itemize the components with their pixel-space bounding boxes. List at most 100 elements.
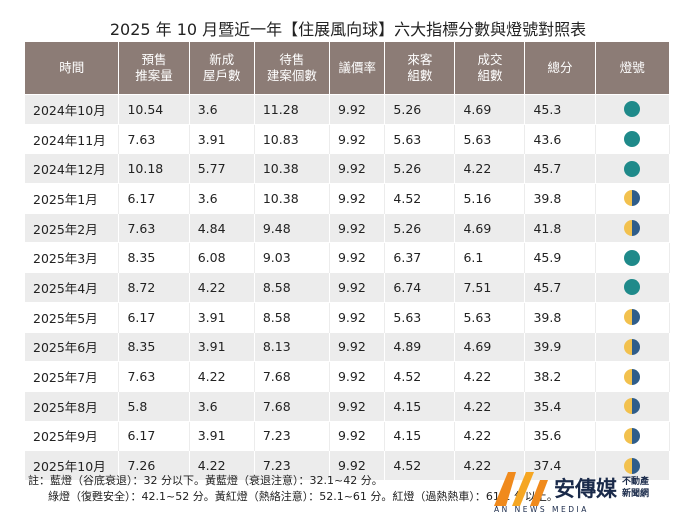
cell: 4.22 (454, 420, 526, 451)
cell: 5.63 (384, 301, 456, 332)
table-row: 2025年8月 5.8 3.6 7.68 9.92 4.15 4.22 35.4 (25, 390, 671, 422)
cell: 2024年11月 (25, 123, 120, 154)
cell: 4.22 (454, 390, 526, 422)
cell: 5.63 (454, 123, 526, 154)
cell: 4.52 (384, 183, 456, 214)
cell: 9.03 (254, 242, 330, 273)
cell: 2024年10月 (25, 94, 120, 125)
cell: 4.52 (384, 450, 456, 480)
header-cell: 成交 組數 (454, 42, 526, 95)
lamp-cell (595, 301, 671, 332)
cell: 9.92 (329, 331, 386, 362)
cell: 4.69 (454, 331, 526, 362)
lamp (624, 220, 641, 237)
lamp-circle (624, 249, 641, 266)
logo-name: 安傳媒 (554, 477, 618, 501)
table-row: 2024年12月 10.18 5.77 10.38 9.92 5.26 4.22 45.7 (25, 153, 671, 184)
cell: 5.77 (189, 153, 255, 184)
lamp-half (632, 190, 641, 207)
cell: 45.9 (524, 242, 596, 273)
lamp-half (624, 338, 633, 355)
score-table: 時間 預售 推案量 新成 屋戶數 待售 建案個數 議價率 來客 組數 成交 組數 總分 燈號 20… (25, 42, 671, 480)
cell: 5.26 (384, 153, 456, 184)
cell: 10.83 (254, 123, 330, 154)
lamp (624, 457, 641, 474)
cell: 2025年6月 (25, 331, 120, 362)
cell: 4.22 (454, 153, 526, 184)
lamp-cell (595, 331, 671, 362)
lamp-half (624, 368, 633, 385)
cell: 10.38 (254, 183, 330, 214)
cell: 2024年12月 (25, 153, 120, 184)
cell: 9.92 (329, 183, 386, 214)
lamp-circle (624, 101, 641, 118)
cell: 39.8 (524, 301, 596, 332)
lamp-half (632, 368, 641, 385)
cell: 6.17 (118, 301, 190, 332)
cell: 45.7 (524, 272, 596, 303)
header-cell: 時間 (25, 42, 120, 95)
cell: 2025年7月 (25, 361, 120, 392)
logo-tag: 新聞網 (622, 487, 649, 499)
cell: 8.35 (118, 331, 190, 362)
lamp-half (624, 457, 633, 474)
table-row: 2025年2月 7.63 4.84 9.48 9.92 5.26 4.69 41.8 (25, 212, 671, 243)
cell: 4.15 (384, 390, 456, 422)
cell: 7.51 (454, 272, 526, 303)
lamp (624, 160, 641, 177)
cell: 4.52 (384, 361, 456, 392)
table-row: 2025年10月 7.26 4.22 7.23 9.92 4.52 4.22 37.4 (25, 450, 671, 480)
cell: 3.6 (189, 94, 255, 125)
cell: 5.8 (118, 390, 190, 422)
cell: 2025年9月 (25, 420, 120, 451)
cell: 7.23 (254, 450, 330, 480)
cell: 3.91 (189, 331, 255, 362)
lamp (624, 101, 641, 118)
cell: 11.28 (254, 94, 330, 125)
lamp-cell (595, 420, 671, 451)
header-cell: 燈號 (595, 42, 671, 95)
note: 註：藍燈（谷底衰退）：32 分以下。黃藍燈（衰退注意）：32.1~42 分。 (28, 474, 383, 487)
cell: 2025年10月 (25, 450, 120, 480)
header-cell: 來客 組數 (384, 42, 456, 95)
cell: 4.84 (189, 212, 255, 243)
lamp (624, 398, 641, 415)
table-row: 2025年6月 8.35 3.91 8.13 9.92 4.89 4.69 39.9 (25, 331, 671, 362)
cell: 5.26 (384, 94, 456, 125)
cell: 7.68 (254, 390, 330, 422)
cell: 5.16 (454, 183, 526, 214)
cell: 4.22 (189, 361, 255, 392)
table-row: 2024年11月 7.63 3.91 10.83 9.92 5.63 5.63 43.6 (25, 123, 671, 154)
cell: 7.63 (118, 123, 190, 154)
cell: 4.22 (454, 361, 526, 392)
lamp-half (632, 457, 641, 474)
table-row: 2025年3月 8.35 6.08 9.03 9.92 6.37 6.1 45.9 (25, 242, 671, 273)
cell: 5.63 (454, 301, 526, 332)
cell: 35.4 (524, 390, 596, 422)
lamp-half (624, 427, 633, 444)
cell: 39.8 (524, 183, 596, 214)
cell: 2025年2月 (25, 212, 120, 243)
lamp-half (624, 220, 633, 237)
cell: 6.1 (454, 242, 526, 273)
cell: 9.92 (329, 420, 386, 451)
cell: 2025年5月 (25, 301, 120, 332)
cell: 9.92 (329, 301, 386, 332)
cell: 4.69 (454, 212, 526, 243)
cell: 7.23 (254, 420, 330, 451)
cell: 8.13 (254, 331, 330, 362)
lamp-half (624, 309, 633, 326)
cell: 9.92 (329, 390, 386, 422)
lamp-cell (595, 183, 671, 214)
cell: 6.17 (118, 420, 190, 451)
lamp (624, 249, 641, 266)
table-row: 2025年4月 8.72 4.22 8.58 9.92 6.74 7.51 45.7 (25, 272, 671, 303)
cell: 9.92 (329, 212, 386, 243)
logo-tag: 不動產 (622, 475, 649, 487)
cell: 3.6 (189, 390, 255, 422)
cell: 9.92 (329, 153, 386, 184)
cell: 6.37 (384, 242, 456, 273)
lamp-cell (595, 242, 671, 273)
cell: 2025年4月 (25, 272, 120, 303)
cell: 3.91 (189, 301, 255, 332)
